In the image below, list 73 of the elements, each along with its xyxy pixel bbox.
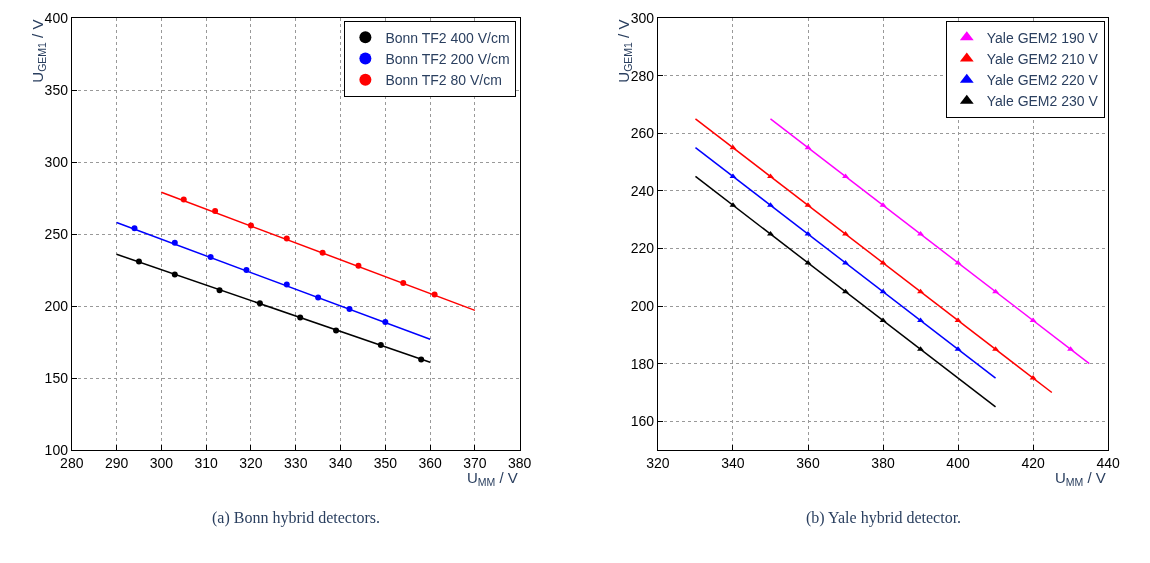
y-tick-label: 180 [630, 355, 655, 372]
x-tick-label: 300 [149, 454, 174, 471]
point [319, 249, 326, 256]
x-tick-label: 400 [946, 454, 970, 471]
point [400, 280, 407, 287]
y-tick-label: 200 [44, 297, 69, 314]
point [842, 231, 849, 236]
point [355, 262, 362, 269]
point [767, 173, 774, 178]
x-tick-label: 330 [284, 454, 308, 471]
legend-label: Yale GEM2 220 V [986, 72, 1099, 89]
x-tick-label: 290 [104, 454, 129, 471]
point [283, 281, 290, 288]
y-tick-label: 220 [630, 240, 655, 257]
x-tick-label: 340 [721, 454, 745, 471]
point [315, 294, 322, 301]
point [767, 202, 774, 207]
point [431, 291, 438, 298]
y-tick-label: 300 [630, 9, 655, 26]
point [207, 254, 214, 261]
x-axis-title: U$_{MM}$ / V [1055, 469, 1106, 489]
point [131, 225, 138, 232]
point [418, 356, 425, 363]
point [346, 305, 353, 312]
point [171, 271, 178, 278]
x-tick-label: 360 [418, 454, 442, 471]
y-tick-label: 350 [44, 81, 69, 98]
point [212, 208, 219, 215]
point [382, 318, 389, 325]
x-tick-label: 360 [796, 454, 820, 471]
legend-label: Bonn TF2 400 V/cm [385, 29, 510, 46]
x-tick-label: 320 [646, 454, 670, 471]
legend-label: Yale GEM2 210 V [986, 50, 1099, 67]
x-tick-label: 310 [194, 454, 219, 471]
point [135, 258, 142, 265]
y-tick-label: 250 [44, 225, 69, 242]
y-tick-label: 240 [630, 182, 655, 199]
text: (b) Yale hybrid detector. [806, 509, 962, 527]
point [917, 317, 924, 322]
x-tick-label: 380 [508, 454, 532, 471]
x-tick-label: 370 [463, 454, 487, 471]
point [767, 231, 774, 236]
x-tick-label: 350 [373, 454, 398, 471]
x-tick-label: 340 [328, 454, 353, 471]
y-tick-label: 160 [630, 413, 655, 430]
x-axis-title: U$_{MM}$ / V [467, 469, 518, 489]
y-tick-label: 400 [44, 9, 69, 26]
legend-label: Bonn TF2 200 V/cm [385, 50, 510, 67]
point [917, 346, 924, 351]
point [917, 231, 924, 236]
point [283, 235, 290, 242]
x-tick-label: 320 [239, 454, 263, 471]
point [247, 222, 254, 229]
point [180, 196, 187, 203]
text: (a) Bonn hybrid detectors. [212, 509, 380, 527]
y-tick-label: 200 [630, 297, 655, 314]
legend-label: Yale GEM2 190 V [986, 29, 1099, 46]
point [171, 239, 178, 246]
point [216, 287, 223, 294]
y-tick-label: 150 [44, 370, 69, 387]
point [297, 314, 304, 321]
x-tick-label: 440 [1096, 454, 1120, 471]
point [377, 341, 384, 348]
y-tick-label: 300 [44, 153, 69, 170]
point [333, 327, 340, 334]
x-tick-label: 420 [1021, 454, 1045, 471]
point [243, 267, 250, 274]
legend-label: Bonn TF2 80 V/cm [385, 72, 502, 89]
y-tick-label: 260 [630, 125, 655, 142]
legend-label: Yale GEM2 230 V [986, 93, 1099, 110]
point [256, 300, 263, 307]
point [842, 173, 849, 178]
x-tick-label: 380 [871, 454, 895, 471]
